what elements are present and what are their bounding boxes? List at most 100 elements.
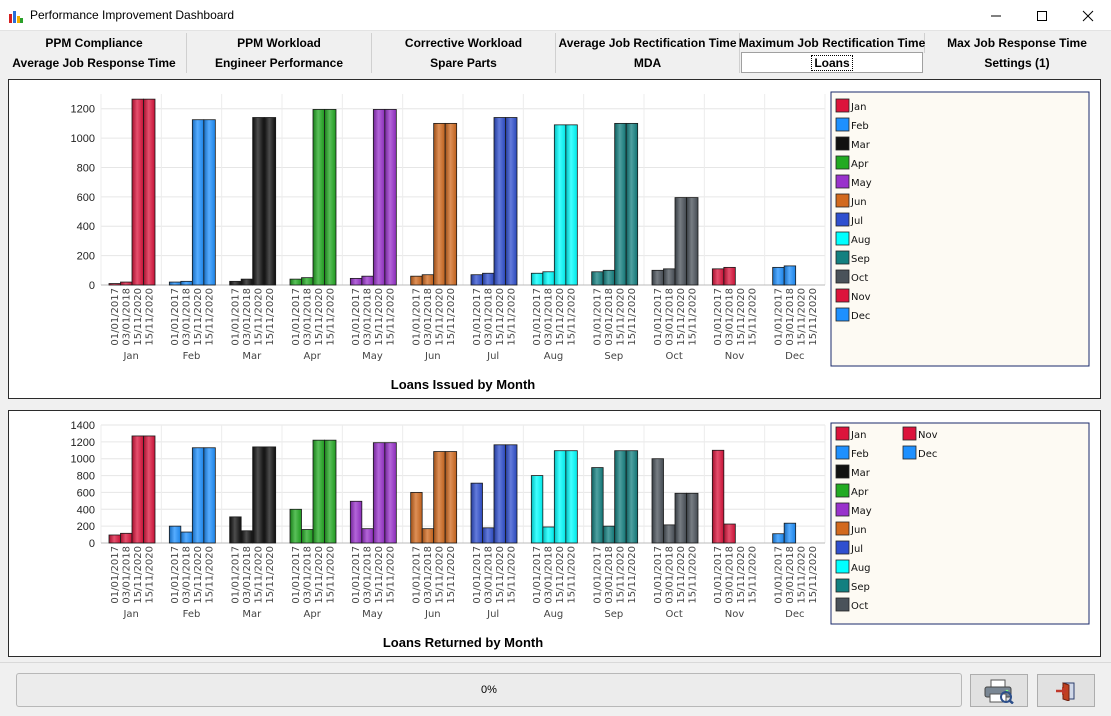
maximize-button[interactable] [1019, 0, 1065, 31]
print-button[interactable] [970, 674, 1028, 707]
x-subcategory-label: 15/11/2020 [133, 546, 144, 604]
x-subcategory-label: 15/11/2020 [446, 546, 457, 604]
bar-aug-1 [542, 271, 555, 286]
footer-divider [0, 662, 1111, 663]
y-tick-label: 600 [77, 487, 95, 499]
bar-dec-1 [783, 265, 797, 286]
tab-mda[interactable]: MDA [556, 53, 740, 73]
bar-apr-3 [324, 439, 337, 544]
x-subcategory-label: 15/11/2020 [144, 288, 155, 346]
bar-feb-0 [168, 525, 182, 544]
x-subcategory-label: 01/01/2017 [713, 288, 724, 346]
loans-returned-chart-panel: 0 200 400 600 800 1000 1200 1400 01/01/2017 03/01… [8, 410, 1101, 657]
tab-ppm-compliance[interactable]: PPM Compliance [2, 33, 187, 53]
close-button[interactable] [1065, 0, 1111, 31]
legend-label: Sep [851, 254, 870, 265]
bar-may-1 [361, 528, 374, 544]
x-subcategory-label: 01/01/2017 [472, 288, 483, 346]
legend-label: Aug [851, 235, 871, 246]
bar-jul-3 [505, 117, 518, 286]
x-subcategory-label: 03/01/2018 [182, 288, 193, 346]
tab-settings[interactable]: Settings (1) [984, 56, 1050, 70]
legend-label: Mar [851, 140, 871, 151]
tab-engineer-performance[interactable]: Engineer Performance [187, 53, 372, 73]
bar-oct-2 [674, 197, 687, 286]
bar-nov-0 [711, 449, 725, 544]
bar-dec-0 [772, 266, 785, 286]
x-subcategory-label: 15/11/2020 [314, 546, 325, 604]
tab-spare-parts[interactable]: Spare Parts [372, 53, 556, 73]
x-subcategory-label: 15/11/2020 [567, 288, 578, 346]
tab-loans[interactable]: Loans [741, 52, 923, 73]
x-category-label: Dec [785, 351, 804, 362]
x-category-label: Jun [424, 609, 441, 620]
x-subcategory-label: 15/11/2020 [796, 288, 807, 346]
bar-sep-0 [591, 467, 604, 544]
y-tick-label: 1200 [71, 437, 95, 449]
x-subcategory-label: 15/11/2020 [253, 546, 264, 604]
bar-aug-3 [565, 450, 578, 544]
x-subcategory-label: 15/11/2020 [253, 288, 264, 346]
bar-oct-3 [686, 197, 699, 286]
bar-apr-1 [301, 277, 314, 286]
minimize-button[interactable] [973, 0, 1019, 31]
tab-average-job-response-time[interactable]: Average Job Response Time [2, 53, 187, 73]
bar-mar-2 [252, 117, 265, 286]
chart-title: Loans Returned by Month [383, 635, 543, 650]
bar-aug-2 [553, 450, 567, 544]
legend-label: Jul [850, 544, 863, 555]
legend-swatch [835, 155, 850, 170]
tab-corrective-workload[interactable]: Corrective Workload [372, 33, 556, 53]
x-subcategory-label: 03/01/2018 [483, 546, 494, 604]
legend-swatch [835, 521, 850, 536]
bar-jun-0 [410, 275, 423, 286]
y-tick-label: 1400 [71, 420, 95, 432]
bar-sep-3 [625, 122, 639, 286]
y-tick-label: 400 [77, 504, 95, 516]
x-subcategory-label: 15/11/2020 [748, 546, 759, 604]
x-category-label: Jul [486, 351, 499, 362]
maximize-icon [1037, 10, 1047, 21]
bar-jun-1 [421, 274, 435, 286]
x-subcategory-label: 15/11/2020 [144, 546, 155, 604]
chart-app-icon [9, 11, 23, 23]
x-subcategory-label: 15/11/2020 [555, 288, 566, 346]
x-category-label: Dec [785, 609, 804, 620]
tab-ppm-workload[interactable]: PPM Workload [187, 33, 372, 53]
x-subcategory-label: 03/01/2018 [242, 546, 253, 604]
legend-label: Feb [851, 121, 869, 132]
tab-average-job-rectification-time[interactable]: Average Job Rectification Time [556, 33, 740, 53]
x-subcategory-label: 01/01/2017 [773, 288, 784, 346]
bar-feb-1 [180, 531, 193, 544]
x-category-label: Aug [544, 609, 564, 620]
x-subcategory-label: 01/01/2017 [532, 288, 543, 346]
bar-jan-1 [120, 281, 133, 286]
tab-max-job-response-time[interactable]: Max Job Response Time [947, 36, 1087, 50]
x-subcategory-label: 03/01/2018 [544, 546, 555, 604]
x-subcategory-label: 03/01/2018 [423, 288, 434, 346]
chart-title: Loans Issued by Month [391, 377, 536, 392]
x-category-label: Apr [304, 351, 322, 362]
x-category-label: Jan [122, 609, 138, 620]
x-subcategory-label: 01/01/2017 [592, 546, 603, 604]
x-subcategory-label: 03/01/2018 [725, 546, 736, 604]
splitter-handle[interactable] [537, 404, 573, 417]
tab-strip: PPM Compliance PPM Workload Corrective W… [0, 33, 1111, 74]
bar-mar-0 [229, 516, 242, 544]
progress-bar: 0% [16, 673, 962, 707]
bar-apr-2 [312, 109, 325, 286]
x-subcategory-label: 15/11/2020 [676, 546, 687, 604]
x-subcategory-label: 01/01/2017 [291, 288, 302, 346]
bar-aug-1 [542, 526, 555, 544]
x-subcategory-label: 01/01/2017 [351, 288, 362, 346]
bar-apr-2 [312, 439, 325, 544]
exit-button[interactable] [1037, 674, 1095, 707]
bar-jul-2 [493, 444, 506, 544]
x-subcategory-label: 03/01/2018 [604, 288, 615, 346]
y-tick-label: 400 [77, 221, 95, 233]
x-subcategory-label: 15/11/2020 [205, 546, 216, 604]
x-subcategory-label: 15/11/2020 [567, 546, 578, 604]
x-subcategory-label: 03/01/2018 [544, 288, 555, 346]
tab-maximum-job-rectification-time[interactable]: Maximum Job Rectification Time [739, 33, 925, 53]
exit-door-icon [1056, 681, 1075, 701]
